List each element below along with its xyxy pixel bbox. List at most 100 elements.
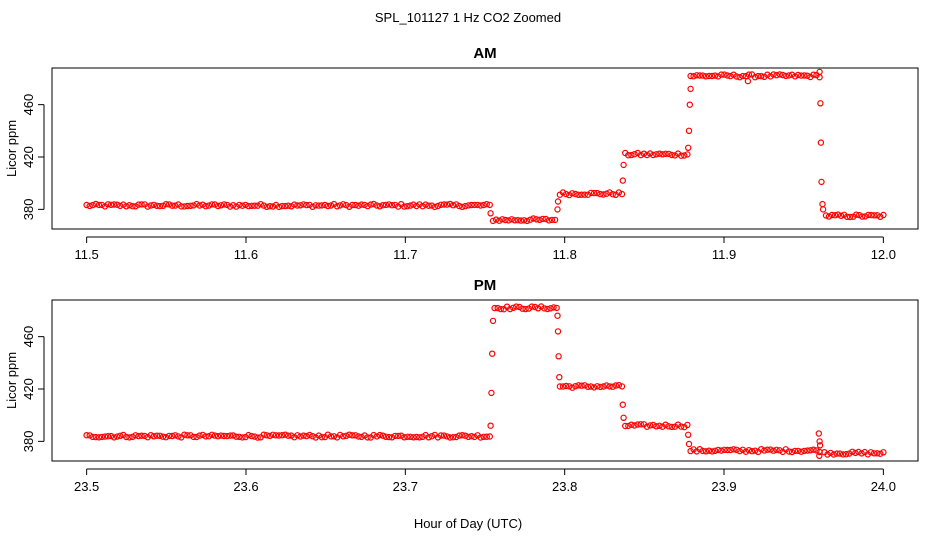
data-point	[590, 189, 598, 197]
data-point	[690, 72, 697, 80]
data-point	[211, 432, 219, 439]
data-point	[456, 202, 463, 210]
data-point	[730, 446, 737, 453]
data-point	[625, 422, 632, 430]
data-point	[794, 71, 802, 79]
data-point	[736, 73, 743, 81]
data-point	[282, 431, 289, 438]
data-point	[236, 433, 243, 440]
data-point	[631, 150, 638, 158]
data-point	[477, 434, 484, 441]
data-point	[791, 73, 799, 80]
data-point	[597, 190, 604, 198]
x-tick-label: 11.9	[712, 247, 736, 262]
data-point	[214, 433, 222, 440]
data-point	[650, 421, 657, 429]
data-point	[678, 423, 685, 430]
data-point	[548, 216, 556, 224]
data-point	[401, 434, 408, 441]
data-point	[401, 203, 408, 210]
data-point	[804, 447, 811, 454]
data-point	[465, 202, 472, 209]
data-point	[597, 383, 604, 391]
data-point	[113, 433, 121, 440]
data-point	[184, 202, 191, 210]
data-point	[542, 215, 550, 223]
data-point	[101, 433, 109, 440]
data-point	[181, 203, 188, 210]
data-point	[260, 202, 267, 209]
data-point	[239, 202, 246, 209]
data-point	[685, 431, 692, 438]
data-point	[352, 432, 359, 439]
data-point	[846, 213, 854, 221]
x-tick-label: 11.6	[234, 247, 258, 262]
data-point	[349, 432, 356, 439]
data-point	[379, 201, 387, 209]
data-point	[566, 383, 573, 390]
data-point	[487, 422, 494, 429]
data-point	[468, 433, 475, 440]
data-point	[527, 216, 534, 223]
data-point	[376, 431, 383, 439]
data-point	[531, 303, 539, 311]
data-point	[785, 448, 793, 455]
data-point	[721, 446, 728, 453]
data-point	[480, 201, 487, 209]
data-point	[208, 431, 216, 438]
data-point	[650, 151, 657, 159]
data-point	[428, 433, 435, 440]
data-point	[745, 447, 753, 454]
data-point	[539, 215, 546, 223]
data-point	[474, 201, 481, 209]
data-point	[758, 446, 765, 453]
data-point	[187, 202, 194, 209]
data-point	[437, 432, 445, 439]
data-point	[278, 202, 286, 210]
data-point	[340, 433, 347, 440]
data-point	[880, 211, 887, 219]
data-point	[643, 151, 651, 159]
data-point	[453, 433, 460, 441]
data-point	[684, 421, 691, 429]
data-point	[711, 72, 719, 79]
data-point	[110, 201, 118, 208]
data-point	[499, 216, 506, 223]
data-point	[606, 383, 613, 390]
data-point	[407, 202, 414, 209]
data-point	[110, 434, 118, 441]
data-point	[721, 71, 728, 78]
data-point	[522, 305, 529, 313]
data-point	[559, 189, 567, 196]
data-point	[858, 450, 865, 457]
data-point	[849, 448, 856, 455]
data-point	[382, 201, 390, 209]
data-point	[798, 448, 805, 455]
data-point	[385, 433, 393, 441]
data-point	[480, 433, 487, 440]
data-point	[123, 203, 130, 210]
data-point	[745, 71, 753, 78]
data-point	[687, 85, 694, 93]
x-tick-label: 23.6	[233, 479, 258, 494]
data-point	[533, 216, 540, 223]
data-point	[817, 100, 824, 107]
data-point	[404, 433, 411, 440]
data-point	[303, 432, 310, 440]
data-point	[446, 200, 454, 208]
data-point	[554, 312, 561, 319]
data-point	[516, 303, 523, 311]
data-point	[637, 151, 645, 159]
data-point	[205, 433, 212, 440]
data-point	[263, 432, 270, 439]
data-point	[497, 305, 504, 313]
data-point	[184, 432, 191, 439]
data-point	[196, 202, 203, 209]
data-point	[718, 71, 725, 78]
data-point	[581, 382, 588, 389]
data-point	[388, 434, 396, 441]
data-point	[634, 421, 641, 428]
data-point	[776, 71, 783, 78]
data-point	[874, 450, 881, 457]
data-point	[810, 446, 817, 453]
